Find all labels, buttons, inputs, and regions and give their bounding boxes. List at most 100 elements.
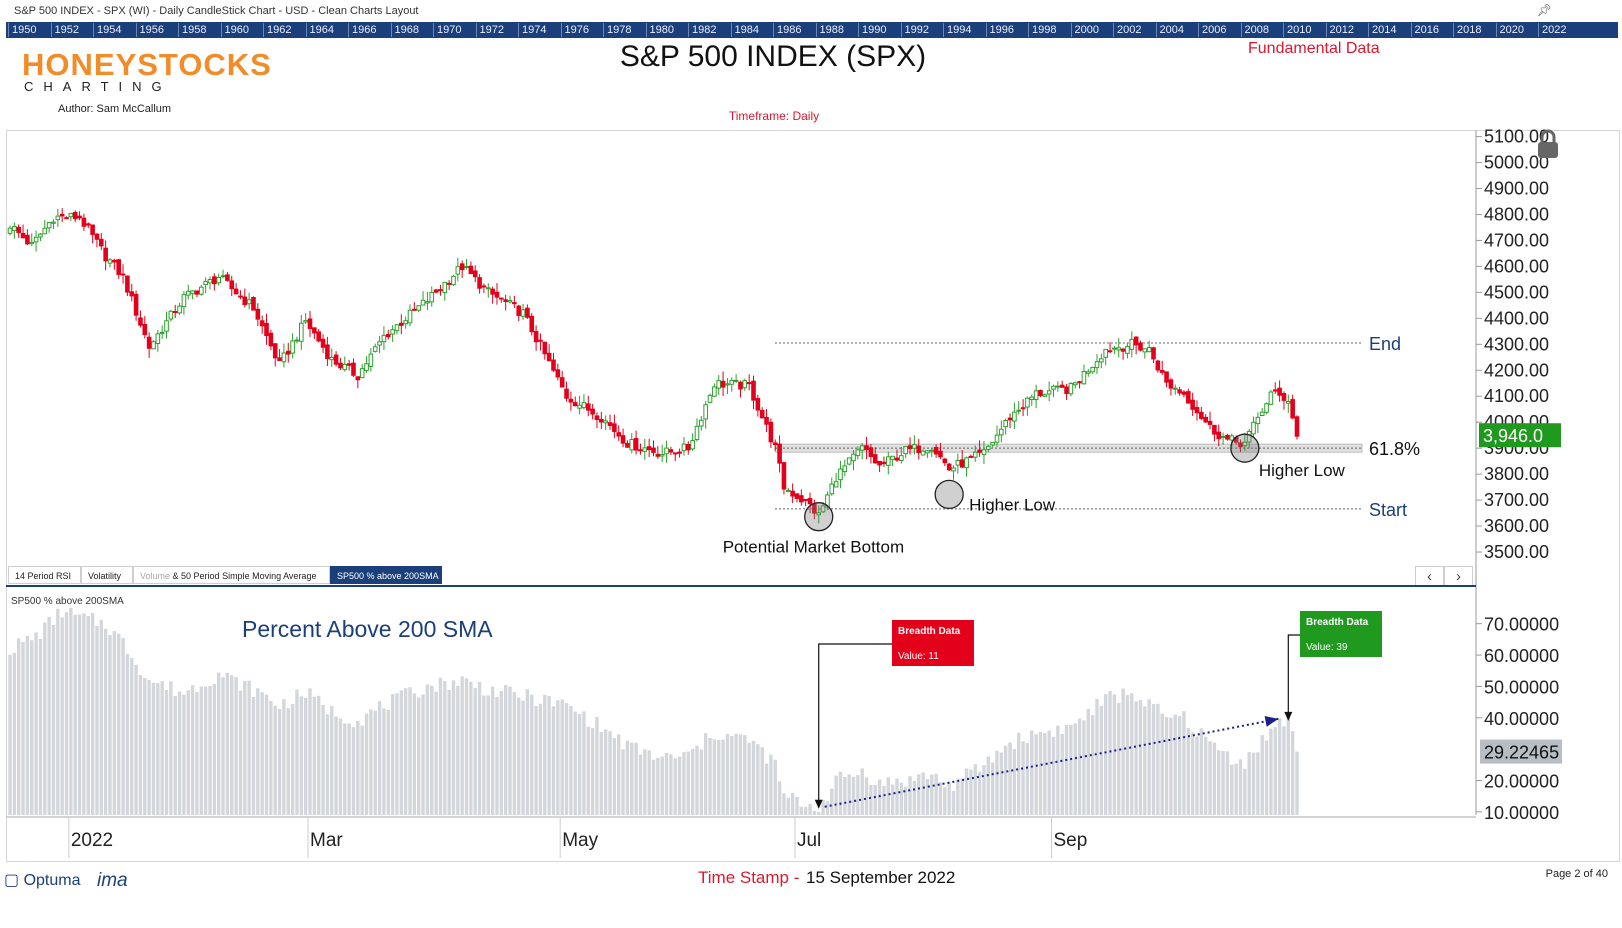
year-label[interactable]: 1972	[475, 23, 504, 37]
breadth-bar	[551, 706, 556, 815]
year-label[interactable]: 1976	[560, 23, 589, 37]
candle	[468, 265, 474, 275]
year-label[interactable]: 1974	[518, 23, 546, 37]
fundamental-data-link[interactable]: Fundamental Data	[1248, 40, 1380, 57]
breadth-bar	[373, 710, 377, 815]
candle	[142, 323, 148, 336]
year-label[interactable]: 1990	[858, 23, 886, 37]
candle	[207, 279, 213, 284]
indicator-tab[interactable]: Volatility	[81, 566, 133, 584]
breadth-bar	[895, 778, 899, 815]
breadth-bar	[899, 782, 904, 815]
breadth-bar	[1090, 715, 1095, 815]
breadth-bar	[251, 697, 256, 815]
year-label[interactable]: 2010	[1283, 23, 1311, 37]
breadth-bar	[256, 688, 260, 815]
breadth-bar	[934, 773, 938, 815]
breadth-bar	[690, 749, 695, 815]
year-label[interactable]: 2014	[1368, 23, 1396, 37]
year-label[interactable]: 2002	[1113, 23, 1141, 37]
tab-label: SP500 % above 200SMA	[337, 571, 439, 581]
year-label[interactable]: 1960	[220, 23, 249, 37]
breadth-bar	[434, 691, 438, 815]
year-label[interactable]: 1986	[773, 23, 801, 37]
breadth-bar	[1060, 733, 1064, 815]
candle	[290, 340, 295, 354]
breadth-bar	[212, 683, 217, 815]
candle	[438, 289, 443, 292]
year-label[interactable]: 1984	[730, 23, 759, 37]
candle	[1107, 350, 1113, 353]
year-label[interactable]: 1952	[50, 23, 79, 37]
year-label[interactable]: 1962	[263, 23, 291, 37]
breadth-bar	[238, 690, 243, 815]
candle	[759, 410, 765, 419]
breadth-bar	[1290, 731, 1295, 815]
year-label[interactable]: 1950	[8, 23, 36, 37]
year-label[interactable]: 2016	[1410, 23, 1439, 37]
breadth-bar	[325, 714, 330, 815]
prev-arrow-button[interactable]: ‹	[1415, 566, 1444, 586]
candle	[729, 379, 735, 385]
breadth-bar	[1151, 704, 1156, 815]
year-label[interactable]: 1980	[645, 23, 674, 37]
year-label[interactable]: 1954	[93, 23, 121, 37]
year-label[interactable]: 2004	[1155, 23, 1184, 37]
candle	[920, 450, 926, 456]
breadth-bar	[290, 703, 295, 815]
year-label[interactable]: 1988	[815, 23, 844, 37]
breadth-bar	[38, 638, 43, 815]
y-tick-label: 4500.00	[1484, 282, 1549, 302]
y-tick-label: 5100.00	[1484, 127, 1549, 147]
breadth-bar	[421, 694, 425, 815]
breadth-bar	[1277, 718, 1282, 815]
breadth-bar	[303, 697, 308, 815]
year-label[interactable]: 1982	[688, 23, 716, 37]
year-label[interactable]: 1978	[603, 23, 631, 37]
year-label[interactable]: 1968	[390, 23, 419, 37]
year-label[interactable]: 1998	[1028, 23, 1056, 37]
year-label[interactable]: 1992	[900, 23, 929, 37]
indicator-tab[interactable]: 14 Period RSI	[8, 566, 81, 584]
next-arrow-button[interactable]: ›	[1444, 566, 1473, 586]
year-label[interactable]: 1964	[305, 23, 334, 37]
candle	[516, 305, 522, 316]
year-label[interactable]: 1956	[135, 23, 164, 37]
breadth-bar	[247, 680, 251, 815]
last-value: 29.22465	[1484, 743, 1559, 763]
level-label: 61.8%	[1369, 439, 1420, 459]
candle	[716, 380, 722, 389]
year-navigator[interactable]: 1950 1952 1954 1956 1958 1960 1962 1964 1966 1968…	[6, 22, 1618, 38]
year-label[interactable]: 2018	[1453, 23, 1481, 37]
indicator-tab[interactable]: Volume & 50 Period Simple Moving Average	[133, 566, 330, 584]
breadth-bar	[860, 768, 864, 815]
year-label[interactable]: 2006	[1198, 23, 1226, 37]
year-label[interactable]: 2000	[1070, 23, 1099, 37]
candle	[764, 416, 769, 425]
breadth-bar	[886, 777, 890, 815]
breadth-bar	[1030, 730, 1034, 815]
year-label[interactable]: 2012	[1325, 23, 1354, 37]
year-label[interactable]: 2020	[1495, 23, 1524, 37]
candle	[877, 460, 882, 466]
breadth-bar	[356, 720, 360, 815]
year-label[interactable]: 1994	[943, 23, 971, 37]
year-label[interactable]: 1970	[433, 23, 461, 37]
indicator-tab[interactable]: SP500 % above 200SMA	[330, 566, 442, 584]
breadth-bar	[1003, 745, 1008, 815]
y-tick-label: 4800.00	[1484, 204, 1549, 224]
candle	[203, 280, 208, 286]
candle	[503, 299, 508, 303]
breadth-bar	[1017, 732, 1021, 815]
year-label[interactable]: 1996	[985, 23, 1014, 37]
year-label[interactable]: 1966	[348, 23, 376, 37]
year-label[interactable]: 1958	[178, 23, 206, 37]
pin-icon[interactable]: 📌︎	[1536, 3, 1552, 17]
breadth-bar	[116, 633, 121, 815]
year-label[interactable]: 2008	[1240, 23, 1269, 37]
candle	[99, 238, 104, 247]
candle	[459, 263, 465, 271]
x-tick-label: Mar	[310, 830, 343, 851]
year-label[interactable]: 2022	[1538, 23, 1566, 37]
